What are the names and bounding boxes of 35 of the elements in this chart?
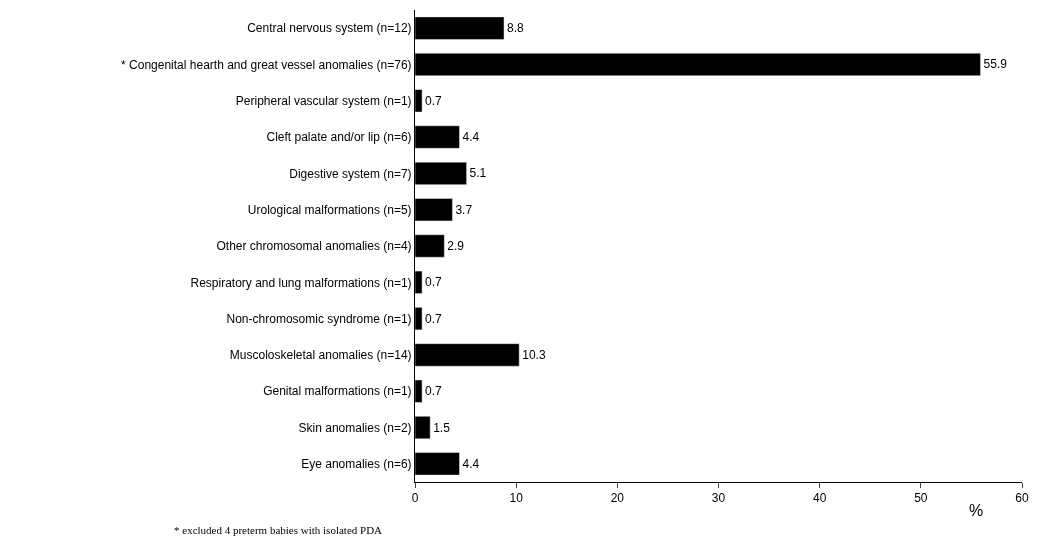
y-tick-label: Digestive system (n=7): [289, 166, 412, 181]
data-label: 8.8: [507, 21, 525, 36]
x-tick-label: 0: [411, 491, 419, 506]
data-label: 1.5: [433, 420, 451, 435]
data-label: 4.4: [462, 456, 480, 471]
data-label: 10.3: [522, 347, 546, 362]
data-label: 0.7: [425, 384, 443, 399]
data-label: 3.7: [455, 202, 473, 217]
y-tick-label: Muscoloskeletal anomalies (n=14): [229, 348, 412, 363]
y-tick-label: Urological malformations (n=5): [247, 202, 412, 217]
data-label: 5.1: [469, 166, 487, 181]
data-label: 0.7: [425, 275, 443, 290]
y-tick-label: Non-chromosomic syndrome (n=1): [226, 311, 412, 326]
x-tick-label: 30: [711, 491, 726, 506]
y-tick-label: Central nervous system (n=12): [247, 21, 412, 36]
x-tick-label: 50: [914, 491, 928, 506]
y-tick-label: Peripheral vascular system (n=1): [235, 93, 412, 108]
y-tick-label: Skin anomalies (n=2): [298, 420, 412, 435]
x-tick-label: 10: [509, 491, 524, 506]
y-tick-label: Respiratory and lung malformations (n=1): [190, 275, 412, 290]
data-label: 0.7: [425, 311, 443, 326]
x-tick-label: 20: [610, 491, 625, 506]
y-tick-label: Cleft palate and/or lip (n=6): [266, 130, 412, 145]
x-tick-label: 60: [1015, 491, 1029, 506]
y-tick-label: Eye anomalies (n=6): [301, 457, 412, 472]
y-tick-label: Other chromosomal anomalies (n=4): [216, 239, 412, 254]
data-label: 0.7: [425, 93, 443, 108]
y-tick-label: Genital malformations (n=1): [263, 384, 412, 399]
x-axis-title: %: [969, 502, 984, 519]
y-tick-label: * Congenital hearth and great vessel anomalies (n=76): [121, 57, 412, 72]
text: * excluded 4 preterm babies with isolated PDA: [174, 524, 383, 536]
x-tick-label: 40: [812, 491, 827, 506]
data-label: 55.9: [983, 57, 1008, 72]
data-label: 4.4: [462, 130, 480, 145]
data-label: 2.9: [447, 239, 465, 253]
